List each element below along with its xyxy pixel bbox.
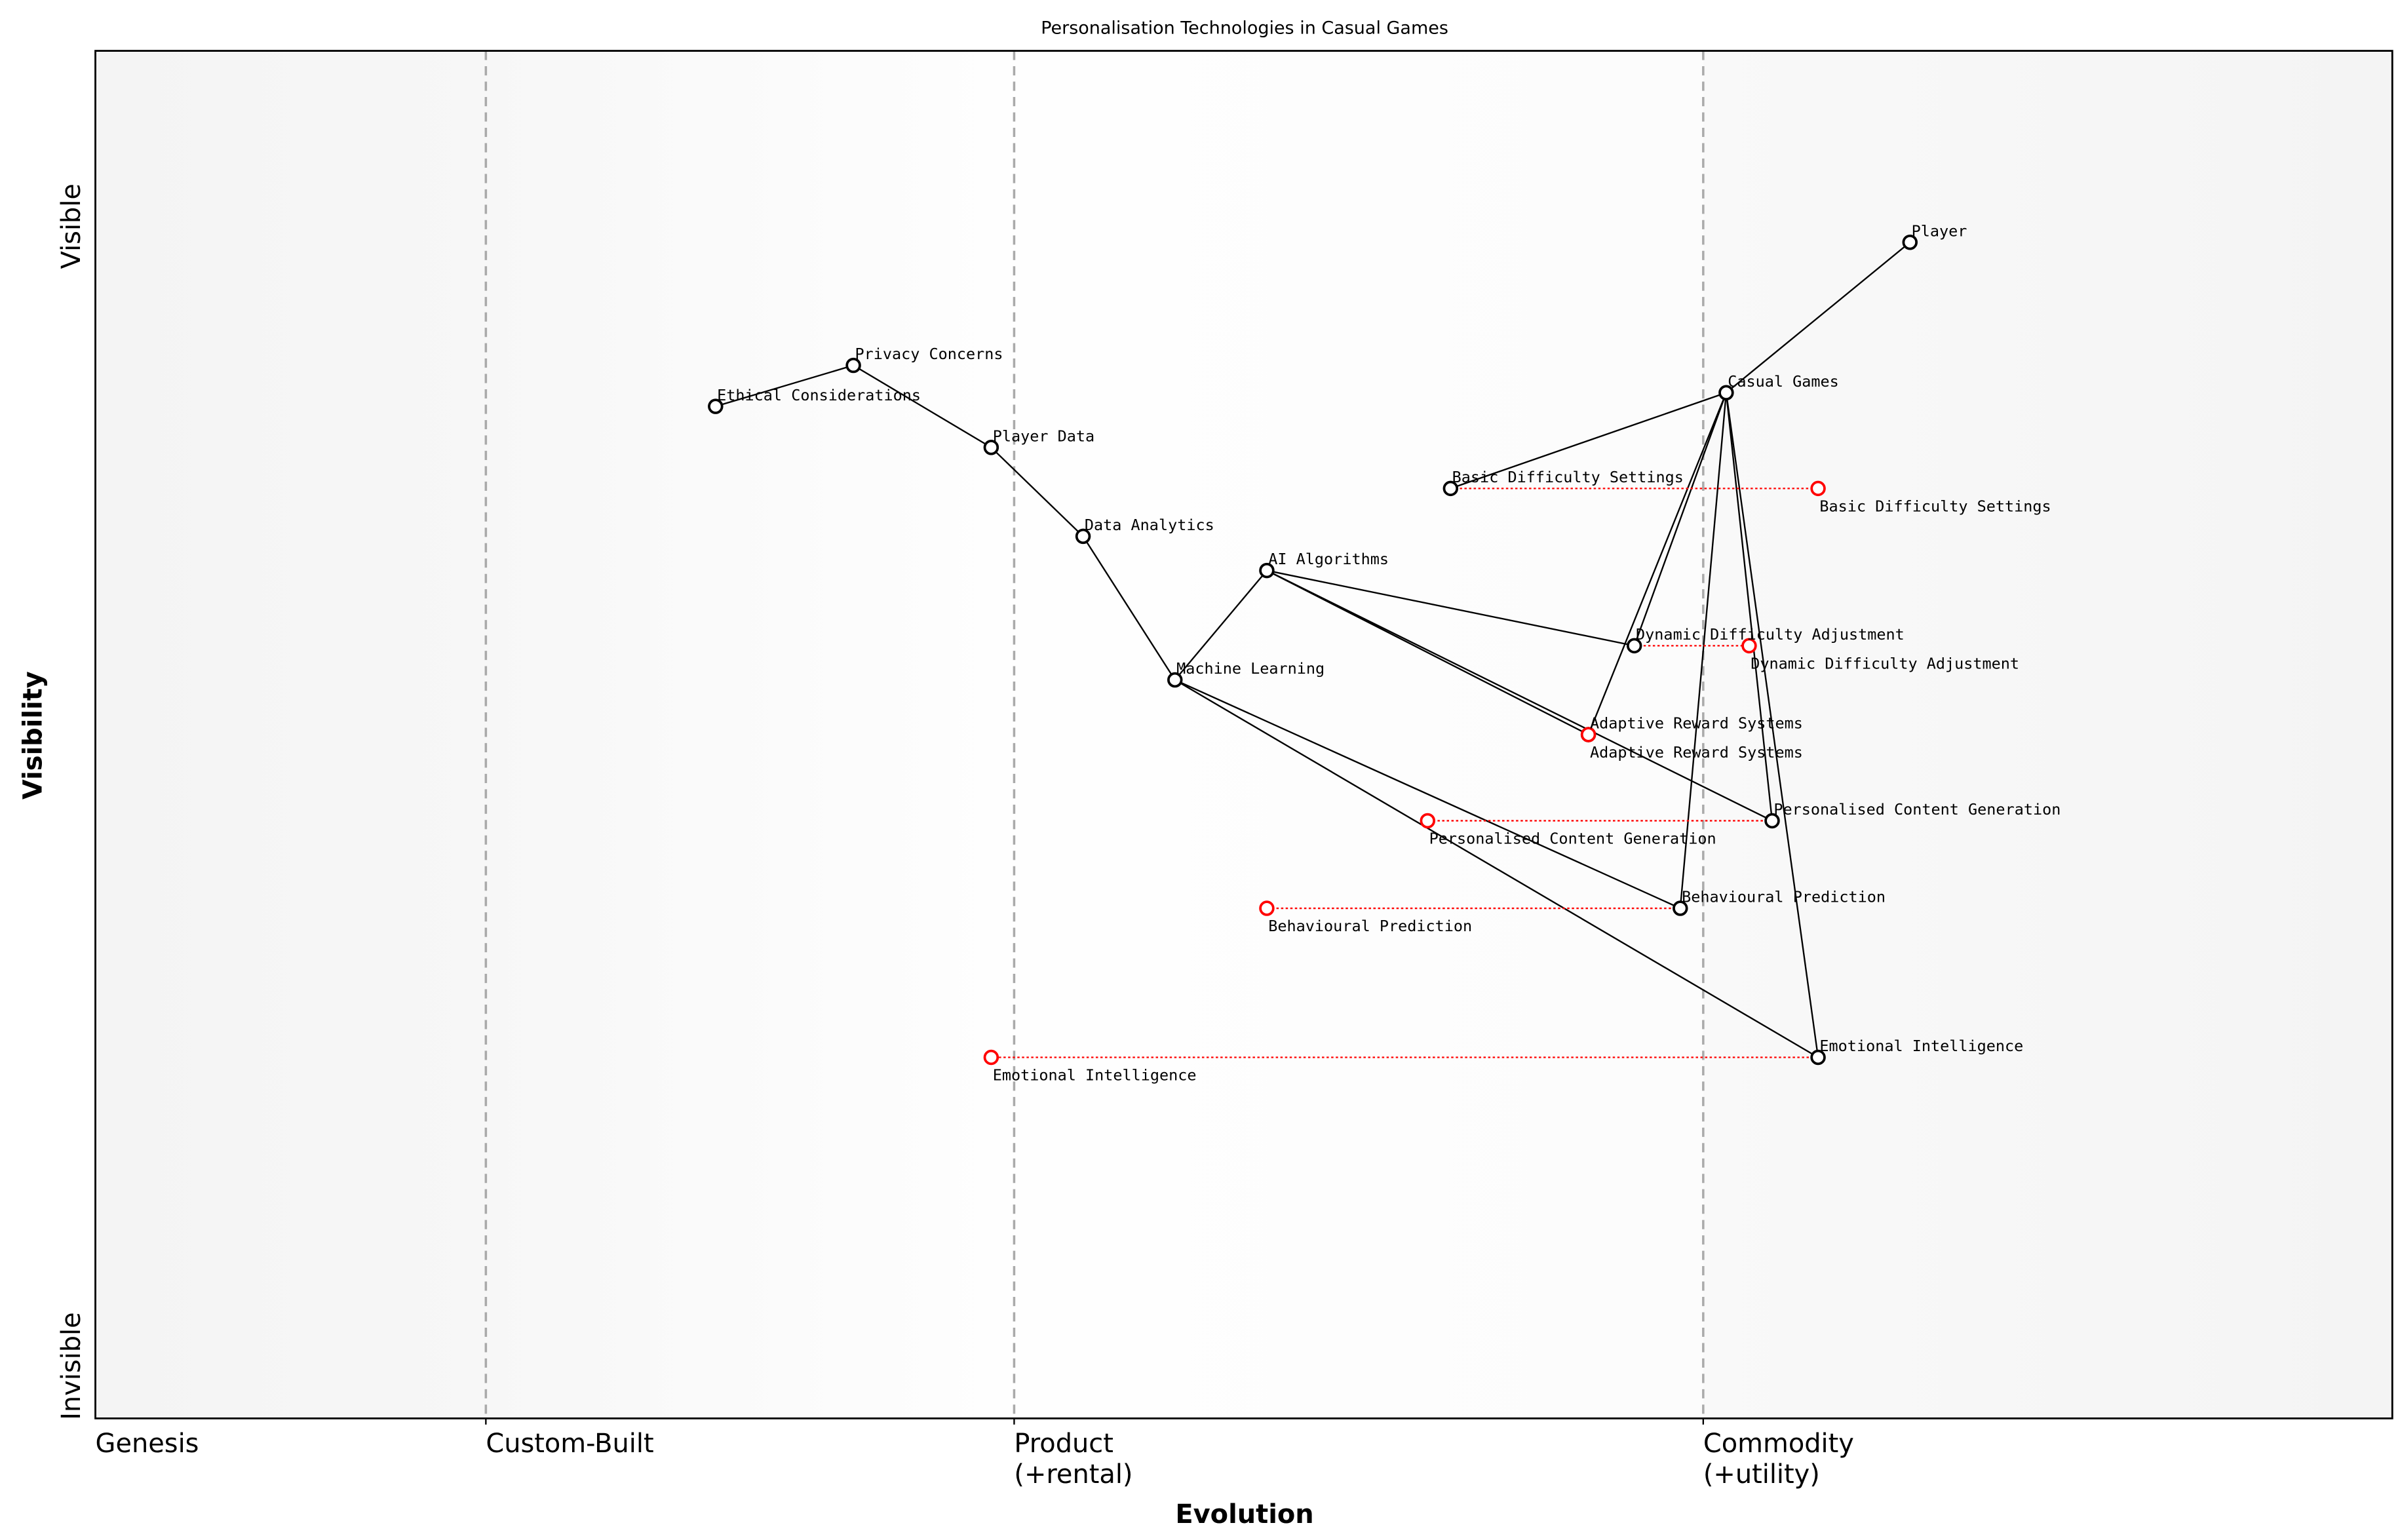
- component-label: Ethical Considerations: [717, 386, 921, 404]
- component-label: Behavioural Prediction: [1682, 888, 1886, 906]
- link-line: [1587, 392, 1727, 735]
- link-line: [1174, 679, 1819, 1058]
- link-line: [1266, 569, 1773, 822]
- link-line: [1082, 535, 1176, 681]
- evolved-label: Basic Difficulty Settings: [1819, 497, 2051, 516]
- component-node: [1442, 480, 1459, 497]
- stage-label: Commodity: [1703, 1429, 1854, 1459]
- component-label: Player Data: [993, 427, 1094, 445]
- evolved-node: [983, 1049, 999, 1066]
- link-line: [1679, 393, 1728, 909]
- component-node: [1075, 528, 1091, 545]
- component-node: [1673, 900, 1688, 916]
- evolved-node: [1810, 480, 1826, 497]
- plot-frame: [94, 50, 2393, 1419]
- evolved-label: Adaptive Reward Systems: [1590, 743, 1803, 761]
- component-label: Adaptive Reward Systems: [1590, 714, 1803, 733]
- link-line: [990, 446, 1084, 537]
- component-node: [1718, 385, 1734, 401]
- component-label: Machine Learning: [1176, 659, 1325, 678]
- component-node: [983, 440, 999, 455]
- link-line: [1450, 392, 1727, 490]
- evolved-node: [1741, 638, 1757, 654]
- link-line: [853, 364, 992, 448]
- y-top-label: Visible: [56, 183, 87, 269]
- link-line: [1726, 241, 1911, 394]
- evolved-node: [1580, 727, 1597, 742]
- plot-background: [95, 50, 2393, 1419]
- y-bottom-label: Invisible: [56, 1312, 87, 1420]
- y-axis-label: Visibility: [18, 671, 48, 799]
- component-node: [1764, 813, 1780, 829]
- link-line: [715, 364, 854, 408]
- component-label: Player: [1912, 221, 1967, 240]
- link-line: [1174, 679, 1681, 910]
- stage-sublabel: (+utility): [1703, 1459, 1820, 1490]
- evolved-label: Emotional Intelligence: [993, 1066, 1197, 1085]
- stage-sublabel: (+rental): [1014, 1459, 1132, 1490]
- component-node: [1810, 1049, 1826, 1066]
- evolved-node: [1420, 813, 1436, 829]
- stage-label: Genesis: [96, 1429, 199, 1459]
- component-label: AI Algorithms: [1268, 550, 1389, 568]
- component-label: Data Analytics: [1085, 516, 1214, 534]
- component-node: [1902, 234, 1918, 250]
- x-axis-label: Evolution: [1175, 1499, 1313, 1530]
- component-node: [1626, 638, 1642, 654]
- evolved-label: Personalised Content Generation: [1429, 830, 1716, 848]
- link-line: [1174, 569, 1268, 681]
- stage-label: Custom-Built: [486, 1429, 653, 1459]
- chart-title: Personalisation Technologies in Casual G…: [1041, 18, 1448, 39]
- component-label: Casual Games: [1728, 372, 1839, 391]
- link-line: [1633, 392, 1727, 646]
- component-label: Basic Difficulty Settings: [1452, 468, 1684, 486]
- link-line: [1725, 393, 1819, 1058]
- component-node: [845, 357, 861, 374]
- component-label: Dynamic Difficulty Adjustment: [1636, 625, 1905, 644]
- link-line: [1266, 569, 1635, 647]
- component-label: Privacy Concerns: [855, 345, 1003, 363]
- stage-label: Product: [1014, 1429, 1113, 1459]
- component-node: [1259, 562, 1275, 579]
- link-line: [1725, 393, 1773, 821]
- component-node: [708, 398, 724, 414]
- component-label: Personalised Content Generation: [1773, 800, 2061, 818]
- evolved-label: Dynamic Difficulty Adjustment: [1751, 655, 2019, 673]
- evolved-label: Behavioural Prediction: [1268, 917, 1472, 935]
- evolved-node: [1259, 900, 1275, 916]
- component-label: Emotional Intelligence: [1819, 1037, 2023, 1055]
- component-node: [1167, 672, 1183, 688]
